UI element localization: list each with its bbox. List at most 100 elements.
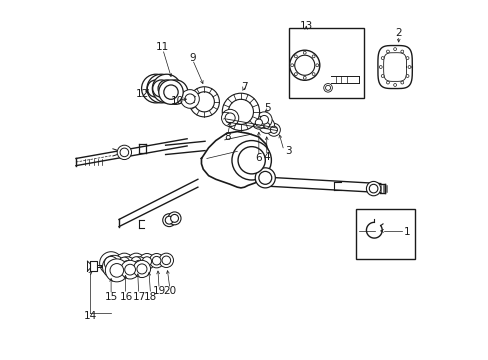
Circle shape — [379, 66, 382, 68]
Circle shape — [294, 73, 297, 76]
Circle shape — [104, 256, 118, 270]
Circle shape — [102, 255, 125, 278]
Text: 8: 8 — [224, 132, 230, 142]
Circle shape — [147, 74, 175, 103]
Text: 11: 11 — [156, 42, 169, 52]
Text: 17: 17 — [132, 292, 145, 302]
Polygon shape — [377, 45, 411, 89]
Circle shape — [386, 50, 388, 53]
Circle shape — [381, 75, 384, 77]
Circle shape — [152, 74, 181, 103]
Text: 10: 10 — [170, 96, 183, 106]
Circle shape — [137, 264, 147, 274]
Circle shape — [133, 260, 150, 278]
Text: 20: 20 — [163, 286, 176, 296]
Circle shape — [147, 80, 164, 97]
Circle shape — [159, 253, 173, 267]
Text: 19: 19 — [152, 286, 165, 296]
Circle shape — [158, 80, 175, 97]
Circle shape — [168, 85, 183, 99]
Text: 16: 16 — [119, 292, 133, 302]
Text: 5: 5 — [264, 103, 270, 113]
Text: 12: 12 — [135, 89, 149, 99]
Circle shape — [386, 81, 388, 84]
Circle shape — [294, 55, 314, 75]
Circle shape — [311, 73, 314, 76]
Bar — [288, 28, 363, 98]
Text: 14: 14 — [83, 311, 97, 321]
Circle shape — [170, 215, 178, 222]
Circle shape — [163, 214, 175, 226]
Circle shape — [163, 85, 178, 99]
Text: 18: 18 — [143, 292, 157, 302]
Circle shape — [142, 257, 151, 266]
Circle shape — [258, 171, 271, 184]
Circle shape — [119, 257, 129, 268]
Circle shape — [168, 212, 181, 225]
Text: 6: 6 — [255, 153, 262, 163]
Text: 9: 9 — [189, 53, 195, 63]
Circle shape — [163, 80, 187, 104]
Circle shape — [368, 184, 377, 193]
Circle shape — [134, 260, 144, 270]
Circle shape — [381, 57, 384, 59]
Circle shape — [105, 259, 128, 282]
Circle shape — [221, 109, 238, 127]
Text: 4: 4 — [263, 152, 270, 162]
Polygon shape — [201, 132, 269, 188]
Text: 3: 3 — [284, 146, 291, 156]
Circle shape — [159, 80, 183, 104]
Circle shape — [139, 253, 155, 269]
Circle shape — [255, 119, 262, 126]
Polygon shape — [90, 261, 97, 271]
Circle shape — [115, 253, 133, 272]
Circle shape — [120, 148, 128, 157]
Text: 2: 2 — [395, 28, 401, 38]
Circle shape — [256, 112, 271, 128]
Circle shape — [130, 257, 147, 274]
Circle shape — [315, 64, 318, 67]
Circle shape — [121, 260, 139, 279]
Circle shape — [407, 66, 410, 68]
Circle shape — [294, 55, 297, 58]
Circle shape — [270, 126, 277, 134]
Bar — [355, 209, 414, 259]
Circle shape — [405, 57, 408, 59]
Circle shape — [100, 252, 122, 275]
Circle shape — [152, 80, 169, 97]
Circle shape — [165, 216, 173, 224]
Circle shape — [194, 92, 214, 112]
Circle shape — [405, 75, 408, 77]
Circle shape — [118, 257, 136, 275]
Circle shape — [325, 85, 330, 90]
Circle shape — [311, 55, 314, 58]
Circle shape — [393, 84, 396, 86]
Text: 15: 15 — [104, 292, 118, 302]
Circle shape — [252, 116, 265, 129]
Circle shape — [231, 140, 271, 180]
Circle shape — [224, 113, 235, 123]
Circle shape — [122, 261, 132, 271]
Circle shape — [228, 99, 253, 125]
Circle shape — [142, 74, 170, 103]
Circle shape — [110, 264, 123, 277]
Circle shape — [258, 118, 274, 134]
Circle shape — [393, 48, 396, 50]
Circle shape — [400, 50, 403, 53]
Circle shape — [189, 87, 219, 117]
Text: 1: 1 — [403, 227, 410, 237]
Circle shape — [260, 116, 268, 124]
Circle shape — [127, 253, 144, 270]
Circle shape — [303, 51, 305, 54]
Circle shape — [162, 256, 170, 265]
Circle shape — [323, 84, 332, 92]
Circle shape — [366, 181, 380, 196]
Circle shape — [107, 260, 121, 274]
Circle shape — [400, 81, 403, 84]
Circle shape — [238, 147, 265, 174]
Circle shape — [149, 253, 163, 268]
Circle shape — [264, 123, 269, 129]
Circle shape — [180, 90, 199, 108]
Circle shape — [290, 64, 293, 67]
Circle shape — [124, 264, 135, 275]
